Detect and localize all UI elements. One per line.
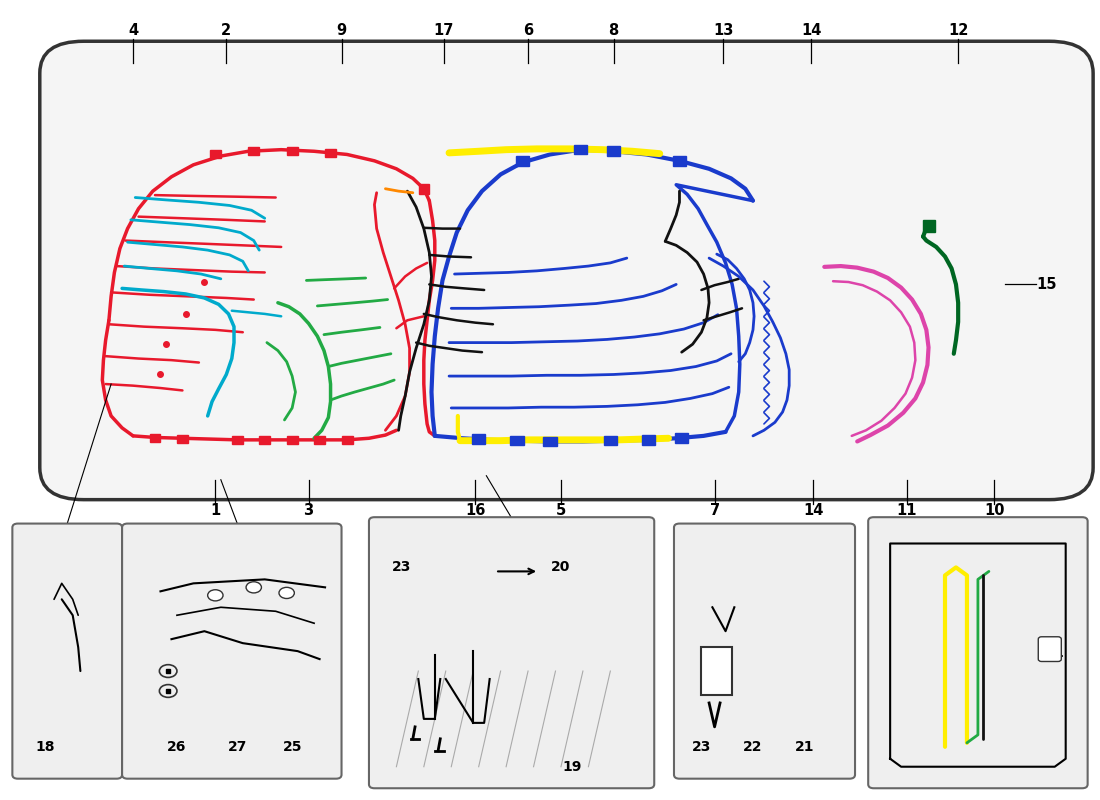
Bar (675, 434, 689, 443)
Text: 23: 23 (393, 561, 411, 574)
Text: 6: 6 (522, 23, 534, 38)
Bar (210, 150, 221, 158)
Text: 3: 3 (304, 502, 313, 518)
Text: 7: 7 (710, 502, 719, 518)
Bar (543, 437, 557, 446)
Text: 12: 12 (948, 23, 968, 38)
Text: 14: 14 (801, 23, 822, 38)
FancyBboxPatch shape (122, 523, 341, 778)
Text: 22: 22 (744, 740, 762, 754)
Bar (315, 436, 326, 444)
Text: 23: 23 (692, 740, 711, 754)
Bar (326, 149, 336, 157)
FancyBboxPatch shape (12, 523, 122, 778)
Text: 10: 10 (984, 502, 1004, 518)
Bar (287, 436, 298, 444)
Text: 4: 4 (128, 23, 139, 38)
Bar (516, 156, 529, 166)
Bar (249, 147, 260, 155)
Text: 1: 1 (210, 502, 220, 518)
Text: 18: 18 (35, 740, 55, 754)
FancyBboxPatch shape (40, 42, 1093, 500)
Text: 16: 16 (465, 502, 485, 518)
Text: 24: 24 (1045, 648, 1065, 662)
Bar (150, 434, 161, 442)
Text: 11: 11 (896, 502, 916, 518)
Text: ferrariparts365: ferrariparts365 (248, 184, 458, 266)
Text: 15: 15 (1037, 277, 1057, 292)
Bar (604, 436, 617, 446)
Text: a parts: a parts (316, 247, 520, 346)
Text: 19: 19 (562, 760, 582, 774)
Bar (607, 146, 620, 156)
Bar (177, 435, 188, 443)
Text: 2: 2 (221, 23, 231, 38)
FancyBboxPatch shape (868, 517, 1088, 788)
Text: 14: 14 (803, 502, 824, 518)
Text: 9: 9 (337, 23, 346, 38)
Bar (287, 147, 298, 155)
Text: 17: 17 (433, 23, 454, 38)
Text: 8: 8 (608, 23, 619, 38)
FancyBboxPatch shape (674, 523, 855, 778)
Bar (472, 434, 485, 444)
Bar (702, 647, 733, 695)
Circle shape (246, 582, 262, 593)
Text: 5: 5 (556, 502, 566, 518)
FancyBboxPatch shape (368, 517, 654, 788)
FancyBboxPatch shape (1038, 637, 1061, 662)
Circle shape (208, 590, 223, 601)
Text: 13: 13 (713, 23, 734, 38)
Bar (574, 145, 587, 154)
Bar (673, 156, 686, 166)
Text: 21: 21 (795, 740, 814, 754)
Bar (642, 435, 656, 445)
Bar (341, 436, 352, 444)
Circle shape (279, 587, 295, 598)
Bar (510, 436, 524, 446)
Text: 25: 25 (283, 740, 301, 754)
Bar (260, 436, 271, 444)
Text: 26: 26 (167, 740, 187, 754)
Text: 20: 20 (551, 561, 571, 574)
Bar (232, 436, 243, 444)
Text: 27: 27 (228, 740, 248, 754)
